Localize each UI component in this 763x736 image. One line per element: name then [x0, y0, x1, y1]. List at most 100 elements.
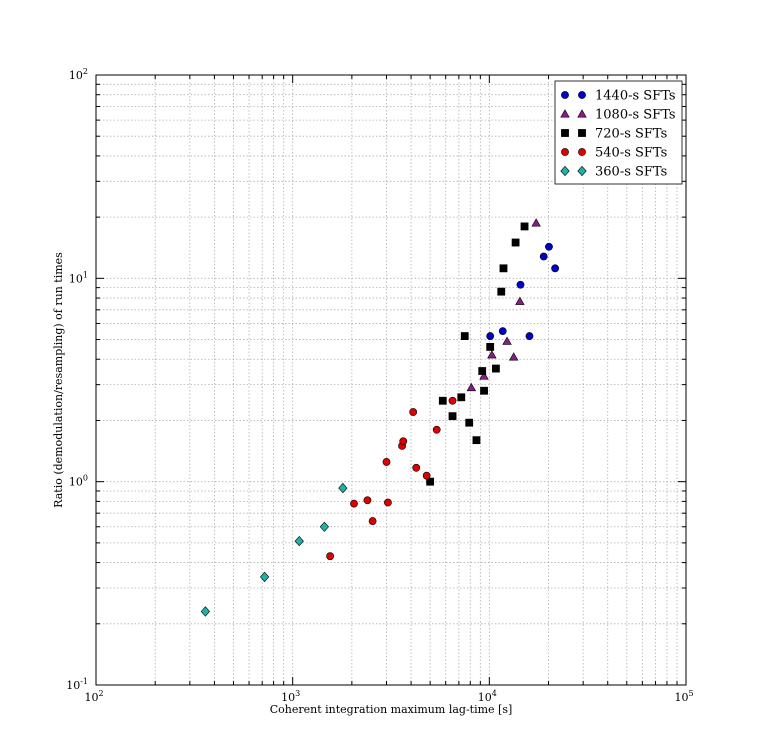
data-point [511, 238, 520, 247]
data-point [412, 463, 421, 472]
data-point [508, 352, 519, 361]
series-0 [486, 242, 560, 340]
data-point [426, 477, 435, 486]
data-point [422, 471, 431, 480]
data-point [368, 517, 377, 525]
legend-marker [577, 165, 587, 177]
legend-marker [577, 109, 587, 118]
legend-label: 540-s SFTs [595, 146, 667, 161]
legend-label: 360-s SFTs [595, 165, 667, 180]
data-point [492, 364, 500, 373]
tick-base: 10 [69, 69, 83, 82]
data-point [326, 552, 334, 561]
data-points [200, 218, 560, 617]
legend-box [554, 80, 683, 185]
legend-marker [560, 109, 570, 118]
data-point [350, 499, 358, 508]
data-point [465, 418, 474, 427]
tick-base: 10 [69, 272, 83, 285]
data-point [319, 521, 330, 532]
data-point [466, 382, 477, 392]
data-point [460, 332, 469, 340]
legend-item: 720-s SFTs [561, 127, 667, 142]
data-point [432, 425, 441, 434]
data-point [499, 264, 508, 273]
tick-exponent: 4 [492, 689, 497, 698]
data-point [516, 280, 525, 289]
legend-marker [561, 129, 569, 137]
data-point [472, 436, 481, 445]
data-point [338, 482, 348, 494]
legend-label: 1440-s SFTs [595, 89, 676, 104]
tick-exponent: 2 [83, 67, 88, 76]
series-2 [426, 222, 529, 486]
tick-base: 10 [84, 691, 98, 704]
tick-label: 104 [478, 689, 497, 704]
tick-base: 10 [281, 691, 295, 704]
series-4 [200, 482, 348, 617]
data-point [384, 498, 392, 507]
data-point [531, 218, 541, 227]
tick-base: 10 [69, 476, 83, 489]
data-point [498, 327, 507, 336]
x-axis-label: Coherent integration maximum lag-time [s… [270, 703, 513, 716]
legend-marker [561, 91, 569, 99]
data-point [479, 371, 489, 380]
data-point [502, 336, 512, 345]
legend-marker [578, 91, 586, 99]
data-point [382, 458, 391, 466]
plot-frame [95, 74, 687, 686]
series-1 [466, 218, 541, 392]
data-point [486, 343, 495, 351]
y-axis-label: Ratio (demodulation/resampling) of run t… [52, 252, 65, 508]
legend-marker [560, 165, 570, 177]
tick-exponent: 2 [98, 689, 103, 698]
tick-exponent: 0 [83, 474, 88, 483]
tick-base: 10 [66, 679, 80, 692]
data-point [515, 296, 525, 305]
legend-item: 1440-s SFTs [561, 89, 676, 104]
data-point [497, 287, 506, 296]
data-point [457, 393, 466, 402]
tick-label: 102 [69, 67, 88, 82]
tick-base: 10 [478, 691, 492, 704]
x-tick-labels: 102 103 104 105 [84, 689, 693, 704]
grid [96, 75, 686, 685]
data-point [200, 606, 211, 617]
data-point [525, 332, 534, 340]
data-point [294, 535, 304, 547]
data-point [487, 350, 497, 359]
legend-marker [578, 129, 586, 137]
legend-marker [578, 148, 586, 156]
data-point [545, 242, 553, 251]
tick-exponent: 1 [83, 270, 88, 279]
legend-item: 540-s SFTs [561, 146, 667, 161]
data-point [539, 252, 548, 261]
data-point [486, 332, 495, 340]
tick-exponent: -1 [80, 677, 88, 686]
tick-label: 102 [84, 689, 103, 704]
tick-marks [96, 75, 686, 685]
legend-label: 1080-s SFTs [595, 108, 676, 123]
tick-label: 10-1 [66, 677, 88, 692]
series-3 [326, 396, 457, 561]
data-point [438, 396, 447, 405]
tick-label: 101 [69, 270, 88, 285]
tick-exponent: 3 [295, 689, 300, 698]
legend-item: 360-s SFTs [560, 165, 667, 180]
data-point [551, 264, 560, 273]
data-point [363, 496, 372, 505]
legend-item: 1080-s SFTs [560, 108, 676, 123]
data-point [478, 367, 487, 375]
tick-base: 10 [674, 691, 688, 704]
data-point [480, 386, 488, 395]
tick-label: 100 [69, 474, 88, 489]
data-point [409, 408, 418, 416]
data-point [520, 222, 529, 231]
legend-label: 720-s SFTs [595, 127, 667, 142]
data-point [399, 437, 408, 446]
data-point [448, 412, 457, 421]
tick-exponent: 5 [688, 689, 693, 698]
